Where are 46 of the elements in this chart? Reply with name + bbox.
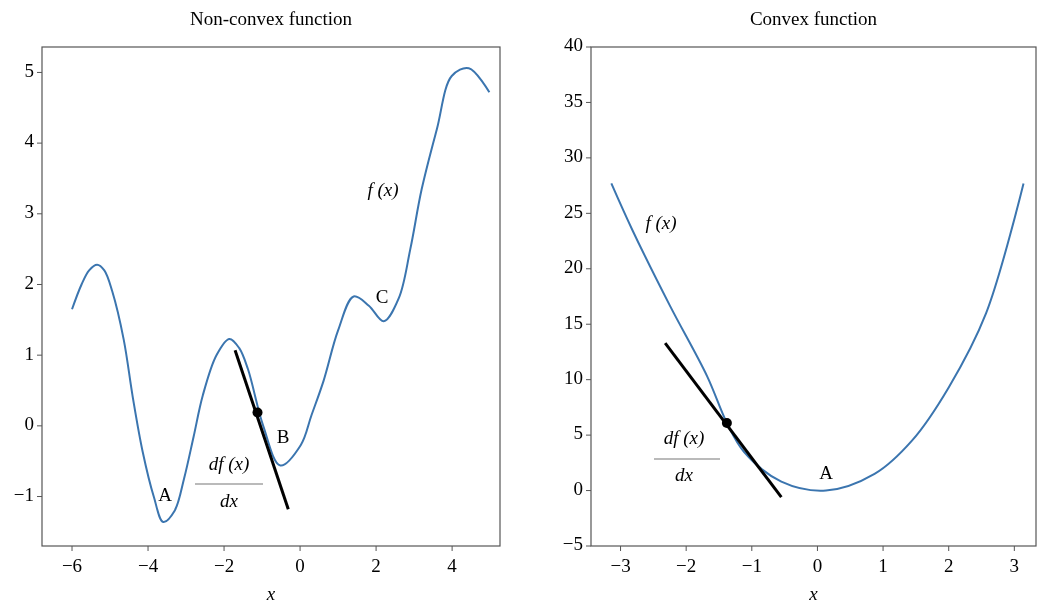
x-axis-title: x [808, 583, 819, 604]
chart-title: Non-convex function [190, 8, 353, 29]
annotation: df (x) [208, 453, 250, 476]
x-axis-title: x [265, 583, 276, 604]
x-tick-label: 2 [371, 555, 381, 576]
line-series [610, 182, 1025, 492]
y-tick-label: 35 [564, 89, 583, 111]
x-tick-label: −4 [137, 555, 159, 576]
x-tick-label: −1 [741, 555, 762, 576]
line-series [71, 67, 491, 523]
annotation: C [375, 286, 389, 308]
y-tick-label: 20 [564, 256, 583, 278]
y-tick-label: 1 [24, 342, 34, 364]
x-tick-label: 0 [812, 555, 823, 576]
x-tick-label: −2 [676, 555, 697, 576]
chart-title: Convex function [749, 8, 878, 29]
annotation: dx [675, 464, 694, 486]
annotation: dx [220, 490, 239, 512]
y-tick-label: 0 [573, 477, 583, 499]
y-tick-label: 3 [24, 201, 34, 223]
x-tick-label: 2 [943, 555, 954, 576]
x-tick-label: 1 [878, 555, 888, 576]
x-tick-label: −6 [61, 555, 83, 576]
y-tick-label: 5 [573, 422, 583, 444]
x-tick-label: −3 [610, 555, 631, 576]
y-tick-label: 15 [564, 311, 583, 333]
x-tick-label: −2 [213, 555, 235, 576]
annotation: B [276, 426, 290, 448]
y-tick-label: 40 [564, 34, 583, 56]
x-tick-label: 3 [1009, 555, 1020, 576]
y-tick-label: 5 [24, 59, 34, 81]
annotation: df (x) [663, 427, 705, 450]
annotation: A [158, 484, 173, 506]
x-tick-label: 4 [447, 555, 458, 576]
annotation: f (x) [367, 179, 399, 202]
y-tick-label: −1 [13, 483, 34, 505]
y-tick-label: 0 [24, 413, 34, 435]
y-tick-label: 4 [24, 130, 35, 152]
y-tick-label: 30 [564, 145, 583, 167]
x-tick-label: 0 [295, 555, 305, 576]
y-tick-label: −5 [562, 533, 583, 555]
y-tick-label: 25 [564, 200, 583, 222]
annotation: A [819, 462, 834, 484]
annotation: f (x) [645, 212, 677, 235]
y-tick-label: 2 [24, 271, 34, 293]
y-tick-label: 10 [564, 367, 583, 389]
